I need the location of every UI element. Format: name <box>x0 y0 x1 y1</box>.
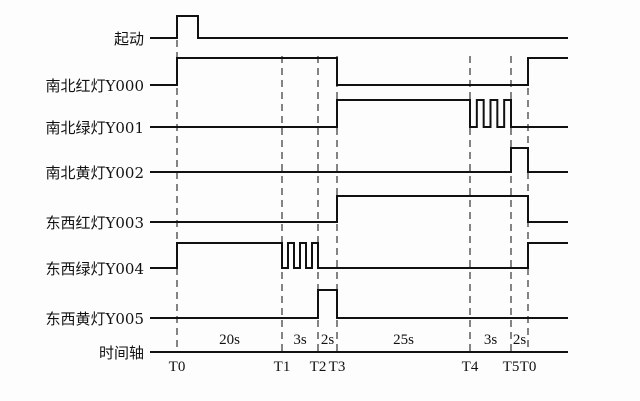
signal-waveform <box>150 147 568 173</box>
time-axis-label: 时间轴 <box>99 344 144 362</box>
time-marker-label: T2 <box>310 359 327 375</box>
signal-waveform <box>150 15 568 39</box>
time-marker-label: T3 <box>329 359 346 375</box>
time-marker-label: T0 <box>169 359 186 375</box>
signal-label: 起动 <box>114 30 144 48</box>
time-marker-label: T5 <box>503 359 520 375</box>
time-marker-label: T4 <box>462 359 479 375</box>
signal-waveform <box>150 57 568 86</box>
duration-label: 25s <box>393 332 414 348</box>
signal-label: 东西绿灯Y004 <box>45 260 144 278</box>
signal-label: 东西红灯Y003 <box>45 214 144 232</box>
signal-label: 东西黄灯Y005 <box>45 310 144 328</box>
duration-label: 3s <box>484 332 498 348</box>
duration-label: 2s <box>513 332 527 348</box>
signal-waveform <box>150 289 568 319</box>
signal-waveform <box>150 195 568 223</box>
signal-label: 南北绿灯Y001 <box>45 119 144 137</box>
duration-label: 20s <box>219 332 240 348</box>
signal-waveform <box>150 99 568 128</box>
signal-label: 南北黄灯Y002 <box>45 164 144 182</box>
duration-label: 2s <box>321 332 335 348</box>
signal-waveform <box>150 242 568 269</box>
signal-label: 南北红灯Y000 <box>45 77 144 95</box>
time-marker-label: T0 <box>520 359 537 375</box>
duration-label: 3s <box>293 332 307 348</box>
time-marker-label: T1 <box>274 359 291 375</box>
